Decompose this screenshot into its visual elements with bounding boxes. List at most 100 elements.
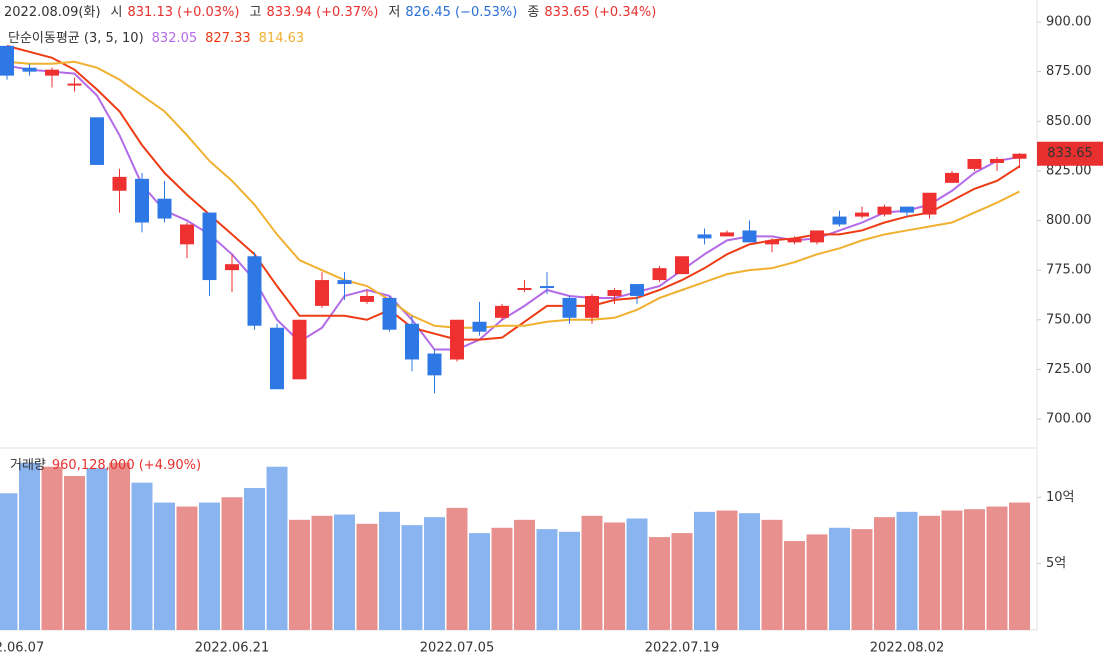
volume-bar — [199, 502, 220, 630]
candle-body — [45, 69, 59, 76]
volume-value: 960,128,000 (+4.90%) — [52, 458, 201, 473]
volume-bar — [1009, 502, 1030, 630]
candle-body — [900, 206, 914, 213]
volume-bar — [716, 510, 738, 630]
volume-bar — [289, 519, 310, 630]
candle-body — [315, 280, 329, 306]
header-label: 종 — [527, 5, 539, 20]
candle-body — [652, 268, 667, 281]
last-price-tag — [1037, 141, 1103, 166]
candle-body — [855, 212, 869, 217]
candle-body — [135, 178, 149, 223]
ma-legend-value: 832.05 — [152, 31, 198, 46]
volume-bar — [356, 523, 378, 630]
volume-bar — [581, 515, 603, 630]
volume-bar — [131, 482, 153, 630]
candle-body — [810, 230, 824, 243]
volume-bar — [649, 537, 670, 630]
y-tick-label: 725.00 — [1046, 362, 1092, 377]
volume-bar — [559, 531, 580, 630]
y-tick-label: 775.00 — [1046, 263, 1092, 278]
candle-body — [945, 172, 959, 183]
volume-bar — [896, 511, 918, 630]
candle-body — [0, 45, 14, 76]
candle-body — [22, 67, 37, 72]
y-tick-label: 800.00 — [1046, 213, 1092, 228]
volume-bar — [694, 511, 715, 630]
volume-bar — [311, 515, 333, 630]
candle-body — [382, 297, 397, 330]
candle-body — [675, 256, 689, 275]
ma-legend-value: 814.63 — [259, 31, 305, 46]
volume-bar — [986, 506, 1008, 630]
y-tick-label: 875.00 — [1046, 64, 1092, 79]
candle-body — [67, 83, 82, 86]
candle-body — [450, 319, 464, 360]
volume-bar — [19, 462, 40, 630]
candle-body — [202, 212, 217, 281]
candle-body — [697, 234, 712, 239]
candle-body — [877, 206, 892, 215]
volume-bar — [941, 510, 963, 630]
ohlc-header: 2022.08.09(화) 시 831.13 (+0.03%) 고 833.94 (+0… — [4, 5, 656, 20]
candle-body — [292, 319, 307, 380]
header-label: 시 — [111, 5, 123, 20]
candle-body — [922, 192, 937, 215]
y-tick-label: 900.00 — [1046, 15, 1092, 30]
volume-bar — [806, 534, 828, 630]
candle-body — [517, 288, 532, 290]
candle-body — [360, 295, 374, 302]
ma-legend-value: 827.33 — [205, 31, 251, 46]
volume-label: 거래량 — [10, 458, 46, 473]
candle-body — [405, 323, 419, 360]
volume-bar — [109, 462, 130, 630]
candle-body — [337, 280, 352, 285]
candle-body — [742, 230, 757, 243]
y-tick-label: 750.00 — [1046, 312, 1092, 327]
volume-bar — [154, 502, 175, 630]
volume-bar — [964, 509, 985, 630]
volume-bar — [401, 525, 423, 630]
moving-average-line — [6, 60, 1020, 329]
volume-bar — [874, 517, 895, 630]
candle-body — [427, 353, 442, 376]
header-date: 2022.08.09(화) — [4, 5, 101, 20]
x-tick-label: 2022.07.05 — [420, 641, 494, 655]
candle-body — [540, 286, 554, 289]
volume-bar — [829, 527, 850, 630]
volume-bar — [851, 529, 873, 630]
x-tick-label: 2022.06.21 — [195, 641, 269, 655]
volume-bar — [0, 493, 18, 630]
volume-bar — [514, 519, 535, 630]
last-price-label: 833.65 — [1047, 146, 1093, 161]
volume-bar — [739, 513, 760, 630]
volume-bar — [671, 533, 693, 630]
volume-bar — [266, 466, 288, 630]
candle-body — [990, 158, 1004, 163]
candle-body — [1012, 153, 1027, 159]
candle-body — [562, 297, 577, 318]
header-label: 저 — [388, 5, 400, 20]
volume-bar — [41, 466, 63, 630]
candle-body — [90, 117, 104, 165]
x-tick-label: 2022.08.02 — [870, 641, 944, 655]
volume-bar — [604, 522, 625, 630]
volume-bar — [626, 518, 648, 630]
volume-bar — [379, 511, 400, 630]
header-value: 833.94 (+0.37%) — [266, 5, 378, 20]
volume-bar — [64, 476, 85, 630]
volume-bar — [334, 514, 355, 630]
candle-body — [495, 305, 509, 318]
candle-body — [180, 224, 194, 245]
volume-bar — [86, 468, 108, 630]
candle-body — [112, 176, 127, 191]
candle-body — [585, 295, 599, 318]
header-value: 826.45 (−0.53%) — [405, 5, 517, 20]
moving-average-line — [6, 44, 1021, 341]
candle-body — [607, 289, 622, 296]
y-tick-label: 850.00 — [1046, 114, 1092, 129]
volume-bar — [244, 487, 265, 630]
ma-legend-label: 단순이동평균 (3, 5, 10) — [8, 31, 144, 46]
volume-bar — [491, 527, 513, 630]
candle-body — [832, 216, 847, 225]
